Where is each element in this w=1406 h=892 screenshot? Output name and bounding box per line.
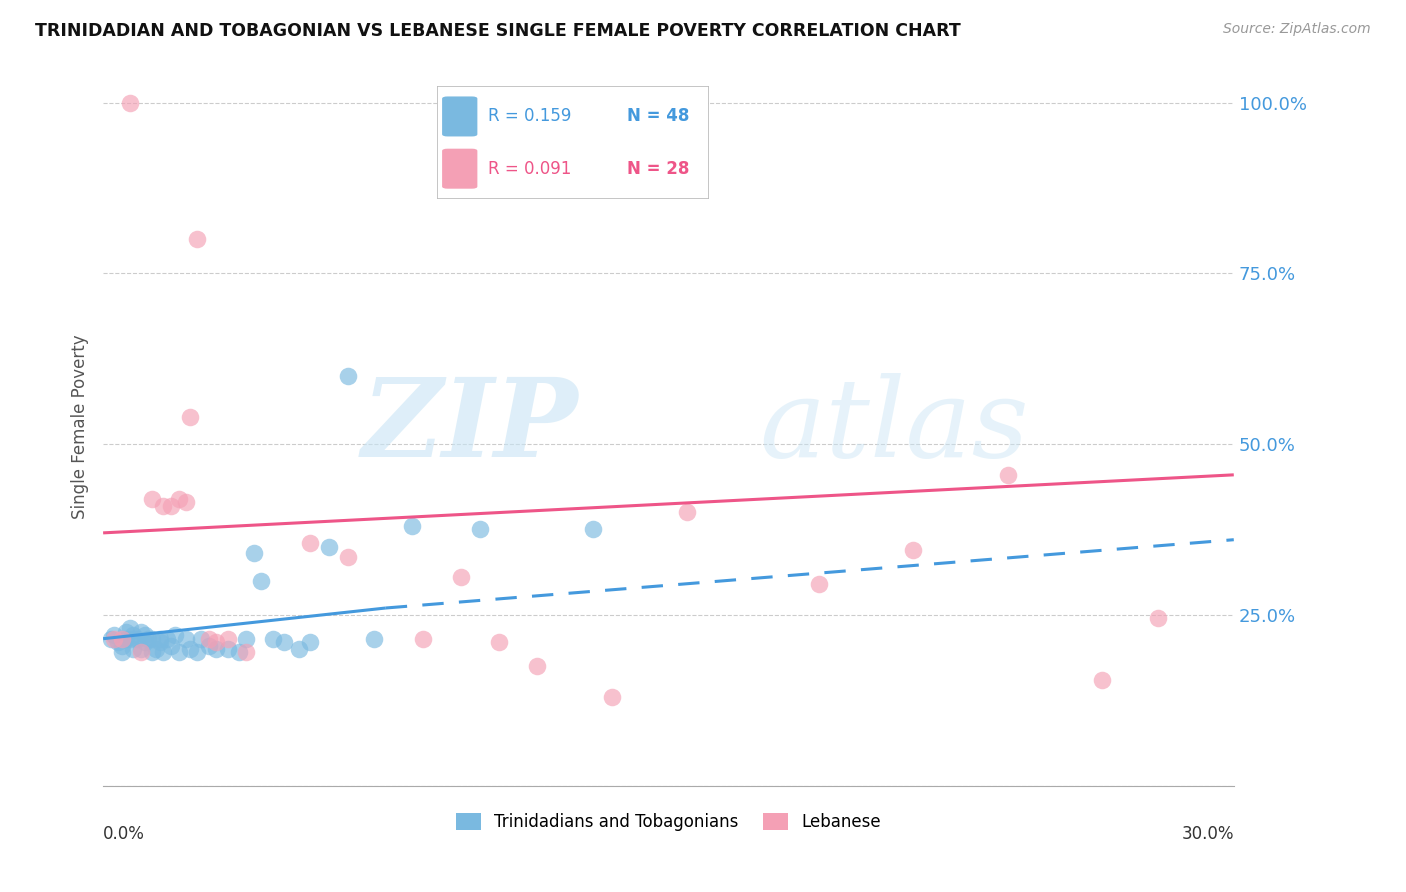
Point xyxy=(129,642,152,657)
Point xyxy=(114,632,136,646)
Point xyxy=(205,642,228,657)
Point xyxy=(111,632,134,646)
Point xyxy=(228,645,250,659)
Point xyxy=(468,523,491,537)
Point xyxy=(197,639,219,653)
Point xyxy=(174,632,197,646)
Point xyxy=(337,368,360,383)
Point xyxy=(149,632,172,646)
Point xyxy=(1147,611,1170,625)
Point xyxy=(288,642,311,657)
Point xyxy=(903,543,925,558)
Point xyxy=(179,409,201,424)
Point xyxy=(114,624,136,639)
Point xyxy=(111,639,134,653)
Point xyxy=(186,232,208,246)
Point xyxy=(337,549,360,564)
Point xyxy=(205,635,228,649)
Text: ZIP: ZIP xyxy=(361,373,578,481)
Point xyxy=(401,519,423,533)
Point xyxy=(235,645,257,659)
Point xyxy=(250,574,273,588)
Point xyxy=(103,628,125,642)
Text: 0.0%: 0.0% xyxy=(103,825,145,843)
Point xyxy=(160,499,183,513)
Point xyxy=(412,632,434,646)
Point xyxy=(179,642,201,657)
Point xyxy=(273,635,295,649)
Point xyxy=(141,645,163,659)
Point xyxy=(141,632,163,646)
Point xyxy=(122,642,145,657)
Text: Source: ZipAtlas.com: Source: ZipAtlas.com xyxy=(1223,22,1371,37)
Point xyxy=(1091,673,1114,687)
Point xyxy=(103,632,125,646)
Point xyxy=(582,523,605,537)
Point xyxy=(450,570,472,584)
Point xyxy=(318,540,340,554)
Point xyxy=(129,645,152,659)
Point xyxy=(235,632,257,646)
Point xyxy=(149,635,172,649)
Point xyxy=(167,645,190,659)
Point xyxy=(526,659,548,673)
Point xyxy=(186,645,208,659)
Point xyxy=(152,499,174,513)
Point xyxy=(299,635,322,649)
Point xyxy=(118,622,141,636)
Point xyxy=(134,635,156,649)
Point xyxy=(217,632,239,646)
Point xyxy=(152,645,174,659)
Point xyxy=(190,632,212,646)
Legend: Trinidadians and Tobagonians, Lebanese: Trinidadians and Tobagonians, Lebanese xyxy=(449,806,889,838)
Point xyxy=(156,632,179,646)
Point xyxy=(262,632,284,646)
Point xyxy=(125,632,148,646)
Text: atlas: atlas xyxy=(759,373,1029,481)
Point xyxy=(217,642,239,657)
Y-axis label: Single Female Poverty: Single Female Poverty xyxy=(72,334,89,519)
Point xyxy=(600,690,623,704)
Point xyxy=(676,505,699,519)
Text: TRINIDADIAN AND TOBAGONIAN VS LEBANESE SINGLE FEMALE POVERTY CORRELATION CHART: TRINIDADIAN AND TOBAGONIAN VS LEBANESE S… xyxy=(35,22,960,40)
Point xyxy=(299,536,322,550)
Point xyxy=(167,491,190,506)
Point xyxy=(488,635,510,649)
Point xyxy=(160,639,183,653)
Point xyxy=(145,642,167,657)
Point xyxy=(134,628,156,642)
Point xyxy=(111,645,134,659)
Point xyxy=(138,632,160,646)
Point xyxy=(163,628,186,642)
Point xyxy=(141,491,163,506)
Point xyxy=(118,95,141,110)
Point xyxy=(100,632,122,646)
Point xyxy=(363,632,385,646)
Point xyxy=(118,632,141,646)
Point xyxy=(122,628,145,642)
Text: 30.0%: 30.0% xyxy=(1181,825,1234,843)
Point xyxy=(107,635,129,649)
Point xyxy=(243,546,266,560)
Point xyxy=(174,495,197,509)
Point xyxy=(197,632,219,646)
Point xyxy=(129,624,152,639)
Point xyxy=(808,577,831,591)
Point xyxy=(997,467,1019,482)
